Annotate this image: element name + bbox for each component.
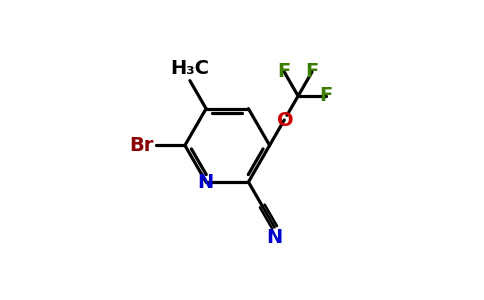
Text: N: N	[267, 228, 283, 247]
Text: Br: Br	[130, 136, 154, 155]
Text: O: O	[277, 110, 293, 130]
Text: N: N	[197, 173, 213, 192]
Text: F: F	[278, 62, 291, 82]
Text: F: F	[305, 62, 318, 82]
Text: F: F	[319, 86, 333, 106]
Text: H₃C: H₃C	[170, 59, 210, 78]
